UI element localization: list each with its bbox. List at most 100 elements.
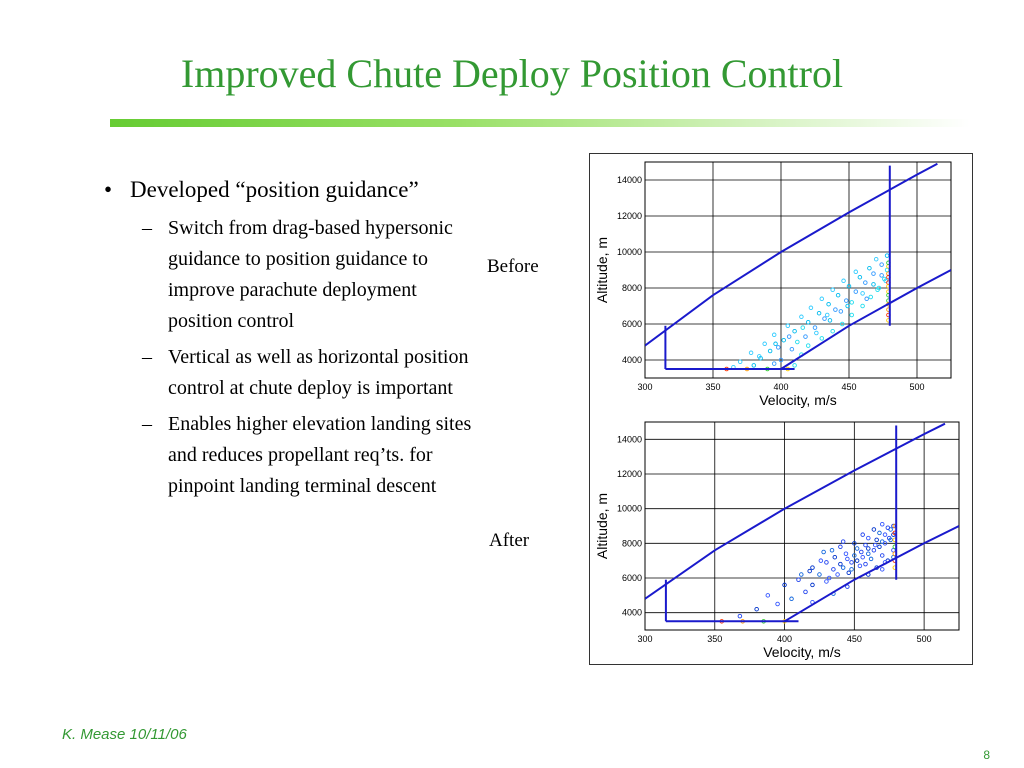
data-point [866,535,871,541]
data-point [765,593,771,598]
data-point [877,530,882,536]
y-tick-label: 12000 [617,469,642,479]
x-tick-label: 400 [777,634,792,644]
data-point [849,312,854,318]
data-point [885,525,891,530]
y-tick-label: 6000 [622,319,642,329]
sub-bullet-item: – Enables higher elevation landing sites… [142,409,484,502]
data-point [871,527,877,532]
x-tick-label: 500 [909,382,924,392]
data-point [771,332,777,338]
data-point [812,325,818,330]
data-point [778,357,784,363]
x-tick-label: 350 [707,634,722,644]
data-point [792,328,797,334]
sub-bullet-list: – Switch from drag-based hypersonic guid… [142,213,484,502]
data-point [789,596,794,602]
data-point [824,579,829,584]
label-after: After [489,530,530,551]
y-tick-label: 14000 [617,434,642,444]
y-tick-label: 6000 [622,573,642,583]
data-point [868,294,874,300]
data-point [871,548,877,553]
data-point [785,323,791,329]
data-point [867,265,872,271]
data-point [879,522,885,527]
data-point [775,601,780,607]
data-point [854,558,860,563]
data-point [879,567,885,572]
data-point [868,556,874,562]
data-point [839,321,845,327]
x-tick-label: 350 [705,382,720,392]
data-point [852,541,857,546]
data-point [817,572,822,577]
data-point [873,256,879,262]
sub-bullet-mark: – [142,413,152,435]
data-point [860,303,865,309]
data-point [845,303,850,309]
sub-bullet-item: – Vertical as well as horizontal positio… [142,342,484,404]
data-point [805,343,811,348]
data-point [781,337,786,343]
plot-area [644,421,960,631]
x-tick-label: 450 [847,634,862,644]
data-point [799,314,804,320]
x-tick-label: 300 [637,382,652,392]
data-point [832,554,838,560]
sub-bullet-text: Vertical as well as horizontal position … [168,346,469,399]
x-axis-label: Velocity, m/s [759,392,837,408]
bullet-item: • Developed “position guidance” [104,172,484,207]
data-point [864,296,869,302]
data-point [818,558,824,563]
data-point [822,316,827,321]
x-tick-label: 450 [841,382,856,392]
data-point [863,280,868,285]
data-point [843,551,849,556]
data-point [773,341,778,347]
x-axis-label: Velocity, m/s [763,644,841,660]
data-point [782,582,787,588]
data-point [826,301,831,307]
data-point [873,542,878,548]
chart-frame: 300 350 400 450 500 4000 6000 8000 10000 12000 140… [589,153,973,665]
data-point [786,334,792,339]
sub-bullet-text: Enables higher elevation landing sites a… [168,413,472,497]
data-point [879,553,885,558]
y-tick-label: 14000 [617,175,642,185]
label-before: Before [487,256,539,277]
footer-author-date: K. Mease 10/11/06 [62,726,187,743]
y-tick-label: 4000 [622,608,642,618]
data-point [819,296,825,302]
data-point [875,287,880,293]
y-tick-label: 10000 [617,247,642,257]
data-point [771,361,777,366]
sub-bullet-item: – Switch from drag-based hypersonic guid… [142,213,484,337]
boundary-upper-curve [645,162,938,347]
bullet-list: • Developed “position guidance” – Switch… [104,172,484,507]
sub-bullet-mark: – [142,346,152,368]
data-point [824,312,830,318]
slide-title: Improved Chute Deploy Position Control [180,51,844,96]
data-point [814,330,819,336]
page-number: 8 [983,748,990,762]
charts-svg: 300 350 400 450 500 4000 6000 8000 10000 12000 140… [594,161,960,660]
y-tick-label: 10000 [617,504,642,514]
data-point [816,310,822,316]
boundary-lower-curve [780,269,951,370]
data-point [859,549,864,555]
data-point [853,289,859,294]
data-point [756,354,762,359]
y-tick-label: 12000 [617,211,642,221]
data-point [829,548,835,553]
data-point [835,292,841,298]
data-point [810,582,815,588]
data-point [776,345,781,350]
data-point [874,537,879,543]
plot-content [645,422,959,624]
data-point [838,309,844,314]
data-point [830,328,835,334]
bullet-mark: • [104,177,113,202]
data-point [840,539,846,544]
data-point [807,568,812,574]
